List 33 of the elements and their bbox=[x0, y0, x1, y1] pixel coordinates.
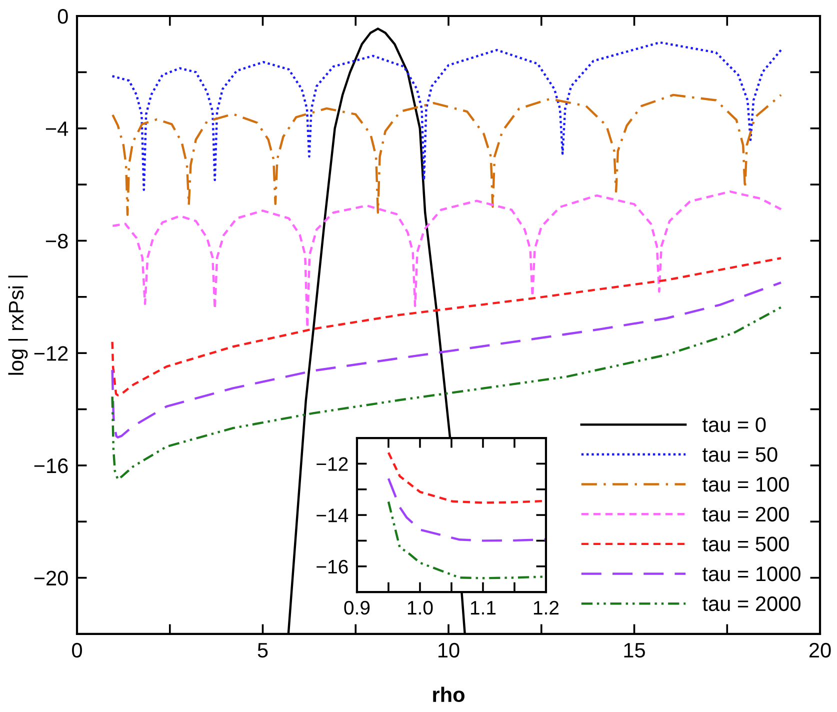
y-tick-label: −14 bbox=[316, 508, 348, 522]
y-tick-label: −12 bbox=[316, 457, 348, 471]
line-series bbox=[111, 257, 782, 396]
x-tick-label: 1.0 bbox=[408, 600, 433, 615]
line-series bbox=[112, 190, 782, 329]
x-tick-label: 20 bbox=[809, 642, 831, 658]
line-series bbox=[387, 477, 546, 542]
legend-label: tau = 100 bbox=[702, 476, 789, 492]
x-tick-label: 10 bbox=[438, 642, 460, 658]
legend-label: tau = 1000 bbox=[702, 566, 800, 582]
x-tick-label: 1.1 bbox=[470, 601, 496, 614]
y-tick-label: −16 bbox=[316, 560, 348, 574]
y-axis-title: log | rxPsi | bbox=[8, 276, 28, 375]
line-series bbox=[111, 281, 782, 438]
x-tick-label: 5 bbox=[258, 643, 268, 658]
y-tick-label: −20 bbox=[34, 570, 68, 586]
legend-label: tau = 500 bbox=[702, 536, 789, 552]
y-tick-label: −12 bbox=[34, 346, 68, 361]
legend-label: tau = 200 bbox=[702, 506, 789, 522]
x-tick-label: 1.2 bbox=[534, 600, 559, 614]
x-tick-label: 15 bbox=[624, 643, 645, 658]
x-tick-label: 0.9 bbox=[344, 600, 370, 615]
y-tick-label: 0 bbox=[58, 9, 68, 24]
y-tick-label: −8 bbox=[46, 234, 68, 248]
line-series bbox=[112, 94, 782, 216]
x-axis-title: rho bbox=[433, 686, 464, 702]
y-tick-label: −4 bbox=[46, 122, 68, 136]
y-tick-label: −16 bbox=[34, 458, 68, 474]
legend-label: tau = 50 bbox=[702, 447, 778, 462]
x-tick-label: 0 bbox=[72, 642, 82, 658]
legend-label: tau = 0 bbox=[702, 417, 766, 432]
line-series bbox=[111, 41, 782, 191]
legend-label: tau = 2000 bbox=[702, 596, 800, 612]
